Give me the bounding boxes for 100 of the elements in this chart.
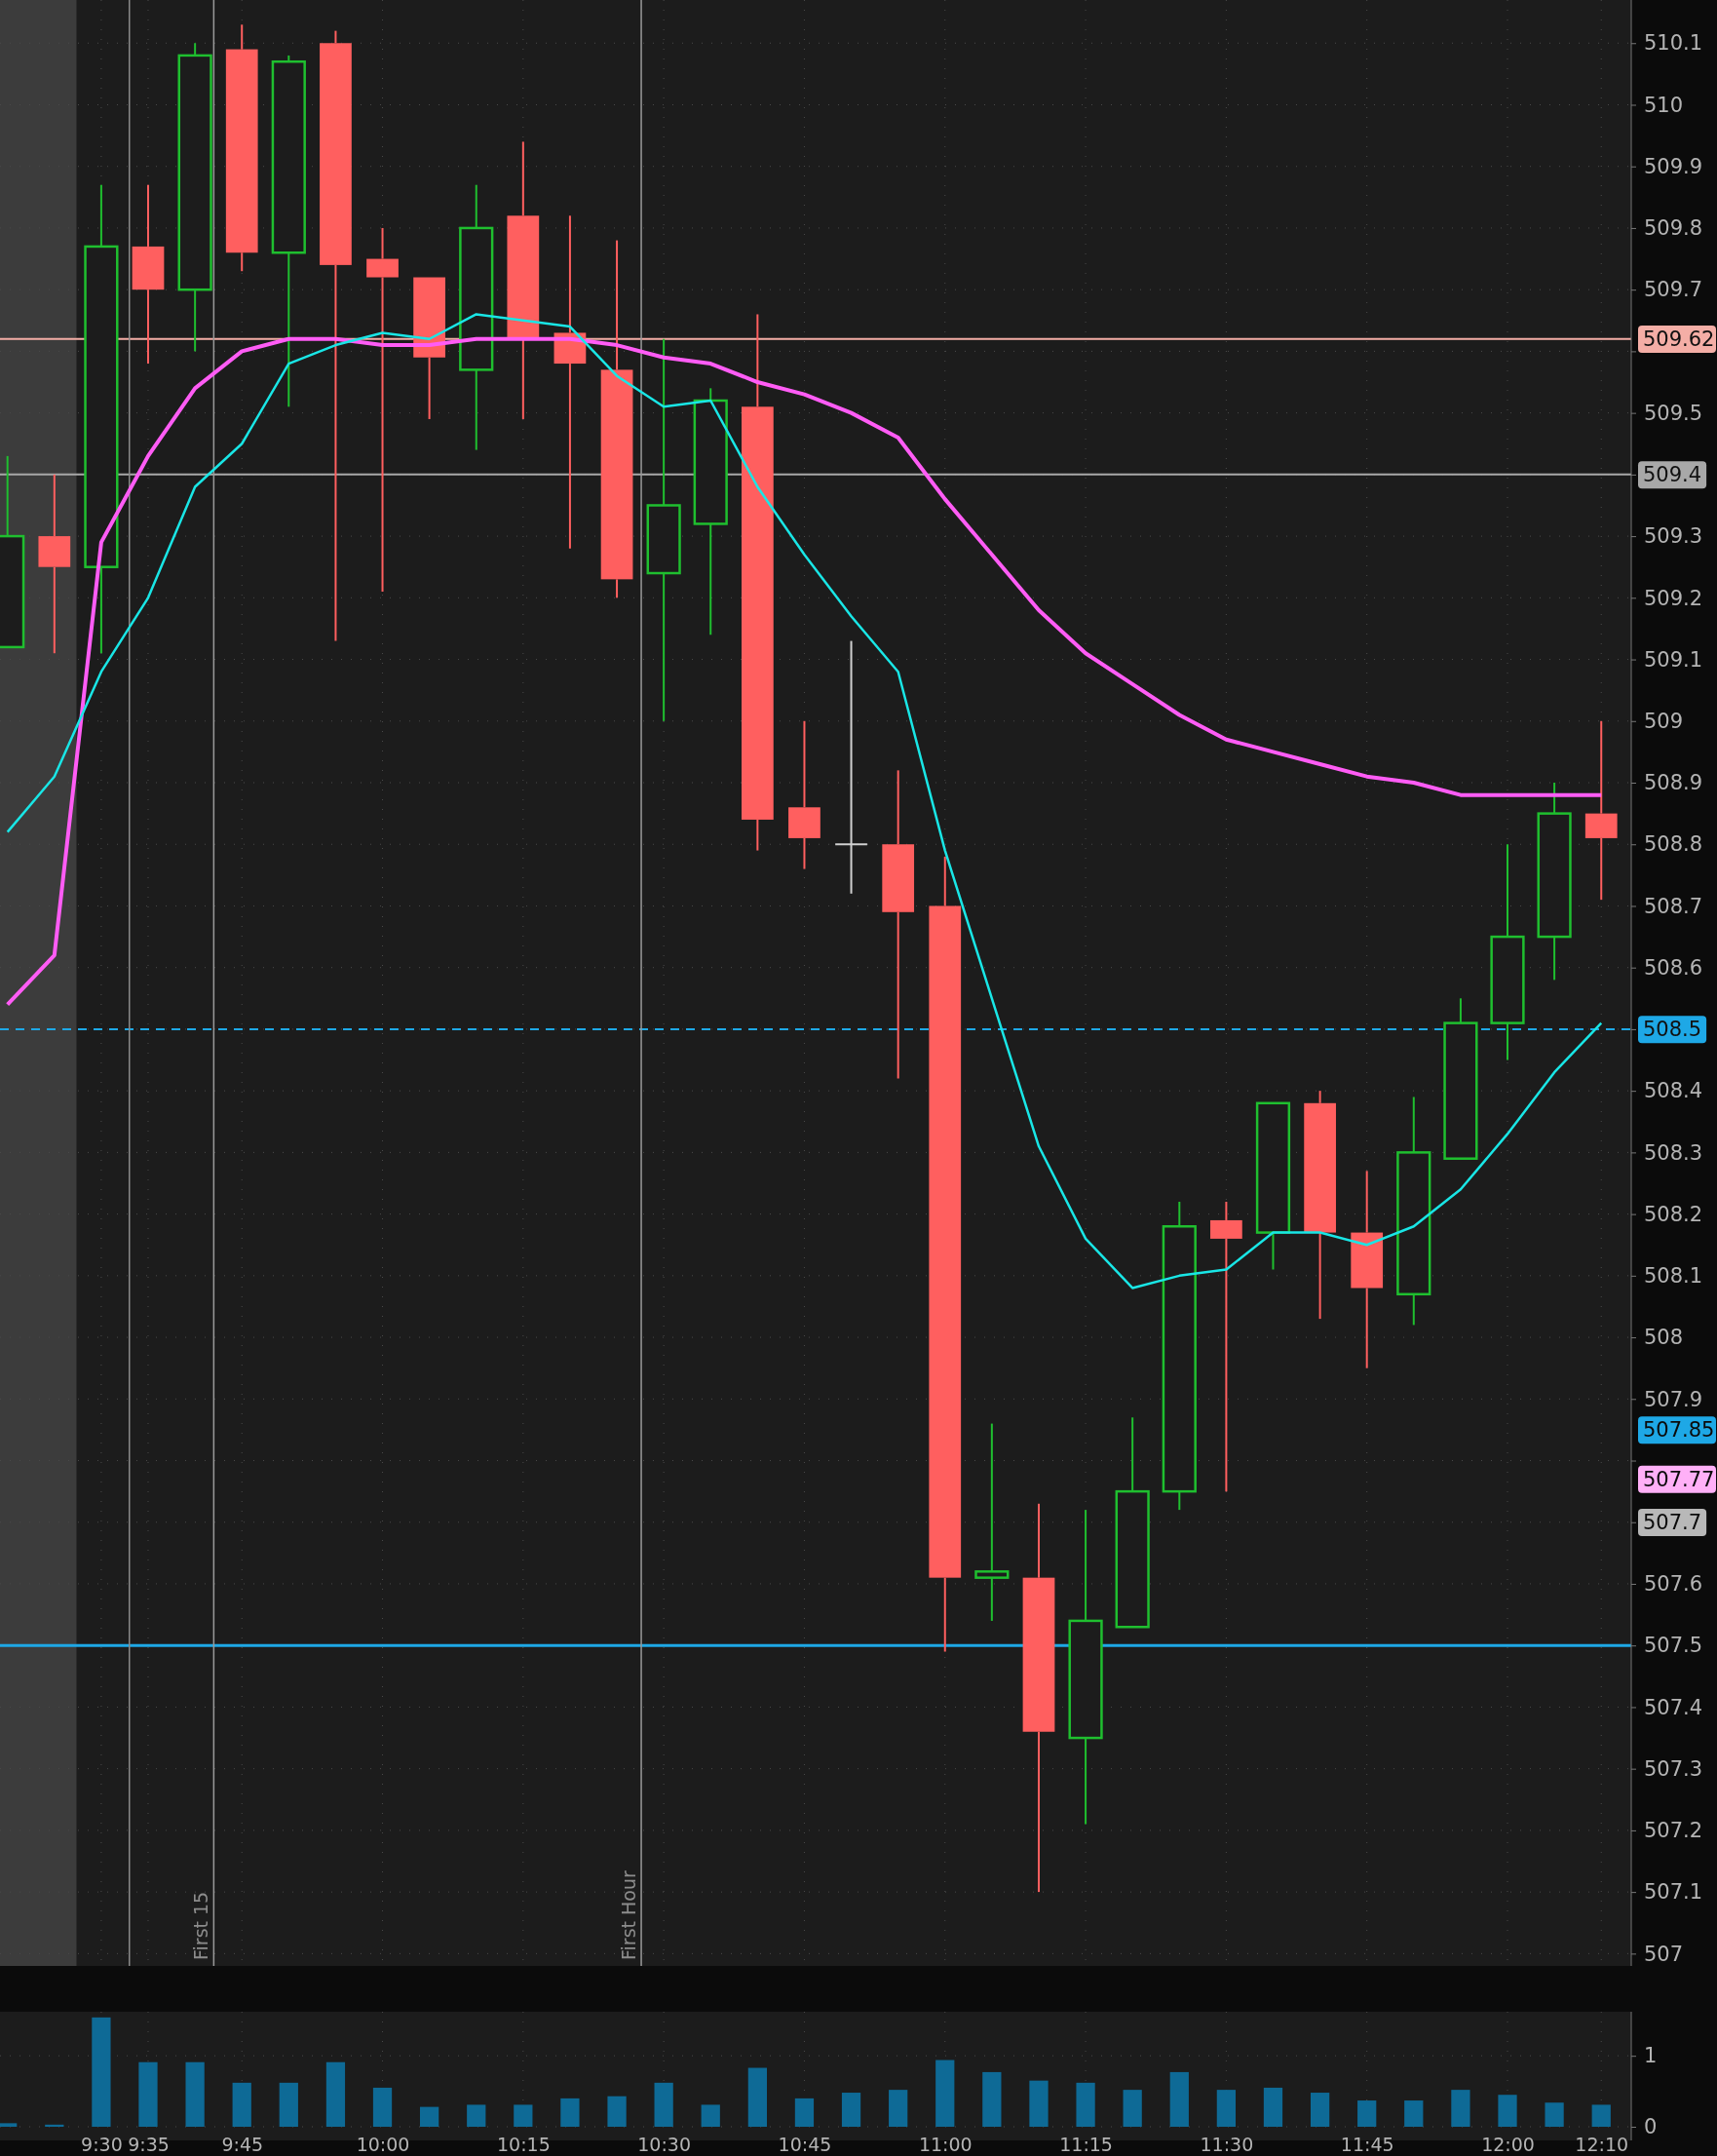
bar [1404,2100,1424,2127]
x-tick-label: 10:30 [637,2134,692,2156]
bar [1216,2090,1237,2127]
y-tick-label: 0 [1644,2115,1658,2139]
x-tick-label: 11:00 [918,2134,973,2156]
bar [889,2090,908,2127]
candlestick [742,313,774,852]
candlestick [507,140,540,420]
ref-line-label: First Hour [618,1870,640,1960]
candlestick [84,183,119,655]
ref-line-label: 509.62 [1643,327,1715,352]
candlestick [132,183,165,366]
bar [1310,2093,1330,2127]
bar [1263,2087,1283,2127]
y-tick-label: 508.9 [1644,771,1703,795]
candlestick [38,473,71,655]
y-tick-label: 509 [1644,710,1684,733]
candlestick [459,183,494,451]
candlestick [693,387,728,636]
bar [514,2104,533,2127]
bar [1591,2104,1611,2127]
candlestick [1537,782,1572,982]
bar [92,2017,111,2127]
y-tick-label: 508 [1644,1326,1684,1350]
candlestick [788,719,820,870]
candlestick [1396,1096,1431,1327]
y-tick-label: 507 [1644,1942,1684,1966]
y-tick-label: 507.3 [1644,1756,1703,1781]
x-tick-label: 10:45 [778,2134,832,2156]
x-tick-label: 10:00 [356,2134,410,2156]
candlestick [1584,719,1618,902]
bar [1357,2100,1377,2127]
x-tick-label: 9:45 [221,2134,264,2156]
x-tick-label: 11:45 [1340,2134,1394,2156]
y-tick-label: 508.3 [1644,1140,1703,1165]
bar [1029,2080,1049,2127]
bar [1123,2090,1142,2127]
candlestick [366,226,399,593]
bar [654,2082,673,2127]
line-series [5,336,1604,1007]
y-tick-label: 510.1 [1644,31,1703,56]
candlestick [1022,1502,1055,1894]
y-tick-label: 510 [1644,93,1684,117]
y-tick-label: 507.6 [1644,1572,1703,1597]
bar [794,2098,815,2127]
y-tick-label: 507.4 [1644,1695,1703,1719]
y-tick-label: 508.6 [1644,955,1703,980]
y-tick-label: 509.9 [1644,154,1703,178]
candlestick [1304,1090,1336,1321]
bar [747,2067,767,2127]
y-tick-label: 509.5 [1644,401,1703,425]
candlestick [1210,1200,1242,1493]
y-tick-label: 509.1 [1644,647,1703,672]
bar [467,2104,486,2127]
x-tick-label: 10:15 [496,2134,551,2156]
x-tick-label: 9:30 [81,2134,123,2156]
y-tick-label: 509.3 [1644,524,1703,549]
y-tick-label: 508.2 [1644,1202,1703,1226]
candlestick [600,239,633,599]
line-series [6,313,1603,1290]
x-tick-label: 9:35 [128,2134,170,2156]
bar [185,2061,205,2127]
y-tick-label: 509.8 [1644,216,1703,241]
candlestick [1351,1170,1384,1369]
x-tick-label: 11:15 [1059,2134,1113,2156]
candlestick [882,769,915,1080]
y-tick-label: 508.8 [1644,832,1703,857]
bar [1169,2071,1189,2127]
y-tick-label: 508.7 [1644,894,1703,918]
y-tick-label: 509.7 [1644,278,1703,302]
y-tick-label: 508.4 [1644,1079,1703,1103]
text: 507.77 [1643,1467,1715,1491]
y-tick-label: 507.9 [1644,1387,1703,1411]
candlestick [646,337,681,722]
text: 507.85 [1643,1418,1715,1443]
candlestick [834,639,868,895]
bar [419,2106,439,2127]
bar [1076,2082,1095,2127]
bar [935,2060,955,2127]
bar [232,2082,251,2127]
bar [138,2061,158,2127]
candlestick [225,23,258,273]
bar [1545,2102,1564,2127]
bar [1498,2095,1517,2127]
x-tick-label: 12:00 [1481,2134,1535,2156]
candlestick [177,42,212,353]
bar [607,2096,627,2127]
bar [982,2071,1002,2127]
candlestick [1162,1200,1197,1512]
y-tick-label: 507.1 [1644,1880,1703,1905]
bar [1451,2090,1470,2127]
candlestick [1490,843,1525,1061]
text: 507.7 [1643,1511,1702,1535]
bar [560,2098,580,2127]
candlestick [320,29,352,642]
bar [45,2124,64,2127]
x-tick-label: 12:10 [1575,2134,1629,2156]
x-tick-label: 11:30 [1200,2134,1254,2156]
y-tick-label: 507.2 [1644,1819,1703,1843]
y-tick-label: 509.2 [1644,586,1703,610]
